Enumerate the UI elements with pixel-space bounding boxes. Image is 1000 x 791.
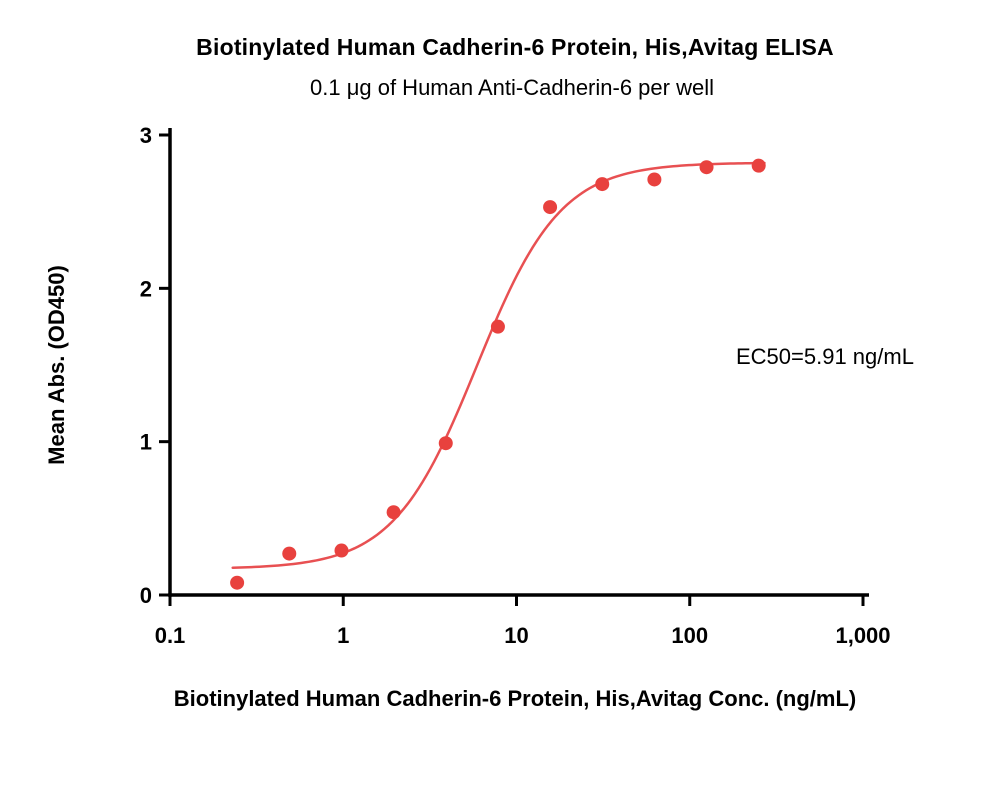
y-tick-label: 0 — [140, 583, 152, 608]
data-point — [595, 177, 610, 192]
data-point — [282, 546, 297, 561]
data-point — [386, 505, 401, 520]
data-point — [699, 160, 714, 175]
data-point — [647, 172, 662, 187]
data-point — [438, 436, 453, 451]
y-tick-label: 3 — [140, 123, 152, 148]
y-tick-label: 1 — [140, 430, 152, 455]
y-axis-label: Mean Abs. (OD450) — [44, 265, 69, 465]
x-axis-label: Biotinylated Human Cadherin-6 Protein, H… — [173, 686, 857, 711]
data-point — [490, 319, 505, 334]
x-tick-label: 10 — [504, 623, 528, 648]
x-tick-label: 100 — [671, 623, 708, 648]
y-tick-label: 2 — [140, 276, 152, 301]
ec50-annotation: EC50=5.91 ng/mL — [736, 344, 914, 369]
x-tick-label: 0.1 — [155, 623, 186, 648]
chart-title: Biotinylated Human Cadherin-6 Protein, H… — [196, 34, 834, 60]
data-point — [751, 158, 766, 173]
data-point — [543, 200, 558, 215]
chart-subtitle: 0.1 μg of Human Anti-Cadherin-6 per well — [310, 75, 714, 100]
x-tick-label: 1 — [337, 623, 349, 648]
fit-curve — [231, 161, 766, 570]
data-point — [334, 543, 349, 558]
x-tick-label: 1,000 — [835, 623, 890, 648]
data-point — [230, 575, 245, 590]
